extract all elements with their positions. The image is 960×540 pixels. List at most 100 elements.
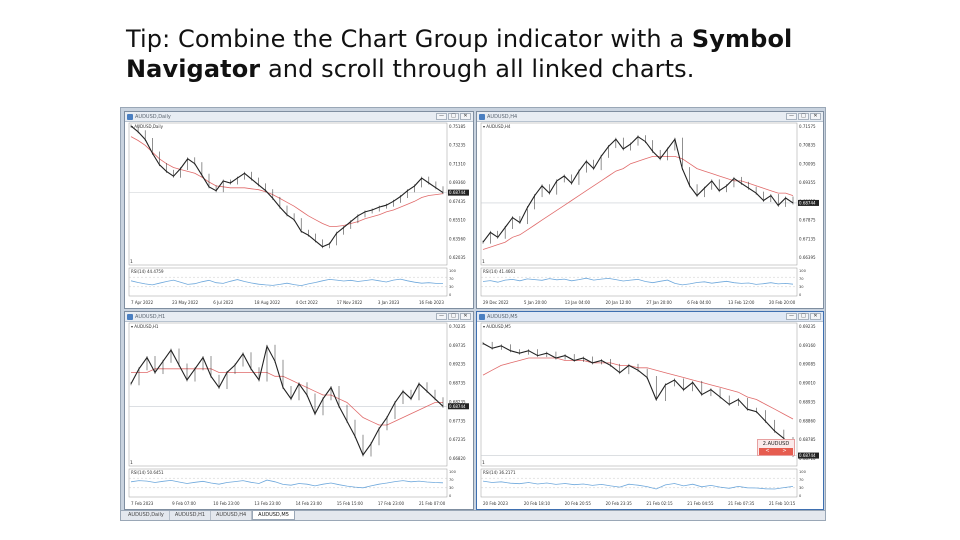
rsi-tick-label: 0	[799, 293, 802, 297]
rsi-tick-label: 70	[799, 277, 804, 281]
moving-average-line	[130, 136, 444, 227]
chart-tab[interactable]: AUDUSD,H4	[211, 511, 253, 520]
chart-window-m5[interactable]: AUDUSD,M5 — □ ✕ 0.69235 0.69160 0.69085 0.69010…	[476, 311, 824, 510]
symbol-navigator-next-button[interactable]: >	[776, 448, 793, 455]
rsi-tick-label: 100	[449, 269, 457, 273]
pane-index-label: 1	[482, 259, 485, 265]
x-tick-label: 20 Feb 20:00	[769, 300, 796, 305]
x-tick-label: 14 Feb 23:00	[296, 501, 323, 506]
y-tick-label: 0.69360	[449, 180, 466, 185]
chart-symbol-label: AUDUSD,M5	[483, 324, 511, 329]
y-tick-label: 0.67435	[449, 199, 466, 204]
chart-titlebar[interactable]: AUDUSD,H1 — □ ✕	[125, 312, 473, 322]
current-price-label: 0.68744	[449, 190, 466, 195]
rsi-tick-label: 100	[799, 470, 807, 474]
y-tick-label: 0.68860	[799, 418, 816, 423]
tip-prefix: Tip: Combine the Chart Group indicator w…	[126, 25, 692, 53]
y-tick-label: 0.68785	[799, 437, 816, 442]
maximize-button[interactable]: □	[448, 313, 459, 320]
close-button[interactable]: ✕	[810, 313, 821, 320]
x-tick-label: 15 Feb 15:00	[337, 501, 364, 506]
rsi-tick-label: 30	[449, 285, 454, 289]
chart-window-h1[interactable]: AUDUSD,H1 — □ ✕ 0.70235 0.69735 0.69235 0.68735…	[124, 311, 474, 510]
maximize-button[interactable]: □	[798, 113, 809, 120]
minimize-button[interactable]: —	[436, 313, 447, 320]
rsi-label: RSI(14) 44.4759	[131, 269, 164, 274]
x-tick-label: 5 Jan 20:00	[524, 300, 547, 305]
x-tick-label: 21 Feb 10:15	[769, 501, 796, 506]
chart-titlebar[interactable]: AUDUSD,Daily — □ ✕	[125, 112, 473, 122]
mt4-workspace: AUDUSD,Daily AUDUSD,H1 AUDUSD,H4 AUDUSD,M5 …	[120, 107, 826, 521]
rsi-tick-label: 0	[449, 494, 452, 498]
y-tick-label: 0.69735	[449, 343, 466, 348]
chart-window-icon	[479, 314, 485, 320]
x-tick-label: 20 Feb 23:35	[606, 501, 633, 506]
chart-tab[interactable]: AUDUSD,H1	[170, 511, 212, 520]
chart-window-daily[interactable]: AUDUSD,Daily — □ ✕ 0.75185 0.73235 0.71310 0.69…	[124, 111, 474, 309]
symbol-navigator-prev-button[interactable]: <	[759, 448, 776, 455]
pane-index-label: 1	[482, 460, 485, 466]
x-tick-label: 10 Feb 23:00	[213, 501, 240, 506]
current-price-tag	[798, 199, 819, 206]
y-tick-label: 0.69160	[799, 343, 816, 348]
rsi-series	[130, 479, 444, 489]
current-price-tag	[448, 403, 469, 410]
rsi-label: RSI(14) 41.4661	[483, 269, 516, 274]
x-tick-label: 21 Feb 07:35	[728, 501, 755, 506]
minimize-button[interactable]: —	[786, 313, 797, 320]
chart-window-icon	[127, 114, 133, 120]
y-tick-label: 0.70235	[449, 324, 466, 329]
chart-tab[interactable]: AUDUSD,M5	[252, 511, 295, 520]
rsi-tick-label: 0	[799, 494, 802, 498]
rsi-tick-label: 30	[799, 285, 804, 289]
y-tick-label: 0.69010	[799, 381, 816, 386]
y-tick-label: 0.67135	[799, 236, 816, 241]
price-chart-h4[interactable]: 0.715750.708350.700950.693550.686150.678…	[477, 112, 823, 308]
symbol-navigator: 2.AUDUSD < >	[757, 439, 795, 456]
chart-symbol-label: AUDUSD,Daily	[131, 124, 163, 129]
chart-tab[interactable]: AUDUSD,Daily	[123, 511, 170, 520]
y-tick-label: 0.65510	[449, 218, 466, 223]
chart-titlebar[interactable]: AUDUSD,H4 — □ ✕	[477, 112, 823, 122]
current-price-tag	[448, 189, 469, 196]
x-tick-label: 29 Dec 2022	[483, 300, 509, 305]
price-chart-daily[interactable]: 0.75185 0.73235 0.71310 0.69360 0.67435 0.655…	[125, 112, 473, 308]
x-tick-label: 16 Feb 2023	[419, 300, 444, 305]
minimize-button[interactable]: —	[436, 113, 447, 120]
rsi-series	[482, 480, 794, 490]
chart-titlebar[interactable]: AUDUSD,M5 — □ ✕	[477, 312, 823, 322]
close-button[interactable]: ✕	[460, 313, 471, 320]
y-tick-label: 0.70835	[799, 143, 816, 148]
y-tick-label: 0.67875	[799, 218, 816, 223]
y-tick-label: 0.69355	[799, 180, 816, 185]
price-series	[482, 135, 794, 243]
chart-window-h4[interactable]: AUDUSD,H4 — □ ✕ 0.71575 0.70835 0.70095 0.69355…	[476, 111, 824, 309]
price-chart-m5[interactable]: 0.69235 0.69160 0.69085 0.69010 0.68935 0.688…	[477, 312, 823, 509]
rsi-tick-label: 70	[449, 478, 454, 482]
rsi-series	[130, 278, 443, 287]
pane-index-label: 1	[130, 460, 133, 466]
y-tick-label: 0.71575	[799, 124, 816, 129]
maximize-button[interactable]: □	[798, 313, 809, 320]
x-tick-label: 6 Feb 04:00	[687, 300, 711, 305]
price-series	[130, 344, 444, 457]
x-tick-label: 20 Jan 12:00	[606, 300, 632, 305]
price-chart-h1[interactable]: 0.70235 0.69735 0.69235 0.68735 0.68235 0.677…	[125, 312, 473, 509]
y-tick-label: 0.62035	[449, 255, 466, 260]
rsi-tick-label: 100	[799, 269, 807, 273]
rsi-tick-label: 70	[799, 478, 804, 482]
x-tick-label: 20 Feb 2023	[483, 501, 508, 506]
maximize-button[interactable]: □	[448, 113, 459, 120]
minimize-button[interactable]: —	[786, 113, 797, 120]
y-tick-label: 0.67235	[449, 437, 466, 442]
x-tick-label: 27 Jan 20:00	[646, 300, 672, 305]
x-tick-label: 7 Apr 2022	[131, 300, 154, 305]
close-button[interactable]: ✕	[460, 113, 471, 120]
close-button[interactable]: ✕	[810, 113, 821, 120]
chart-window-title: AUDUSD,H1	[135, 314, 166, 320]
y-tick-label: 0.68935	[799, 399, 816, 404]
x-tick-label: 17 Nov 2022	[337, 300, 363, 305]
x-tick-label: 13 Jan 04:00	[565, 300, 591, 305]
x-tick-label: 21 Feb 02:15	[646, 501, 673, 506]
y-tick-label: 0.75185	[449, 124, 466, 129]
